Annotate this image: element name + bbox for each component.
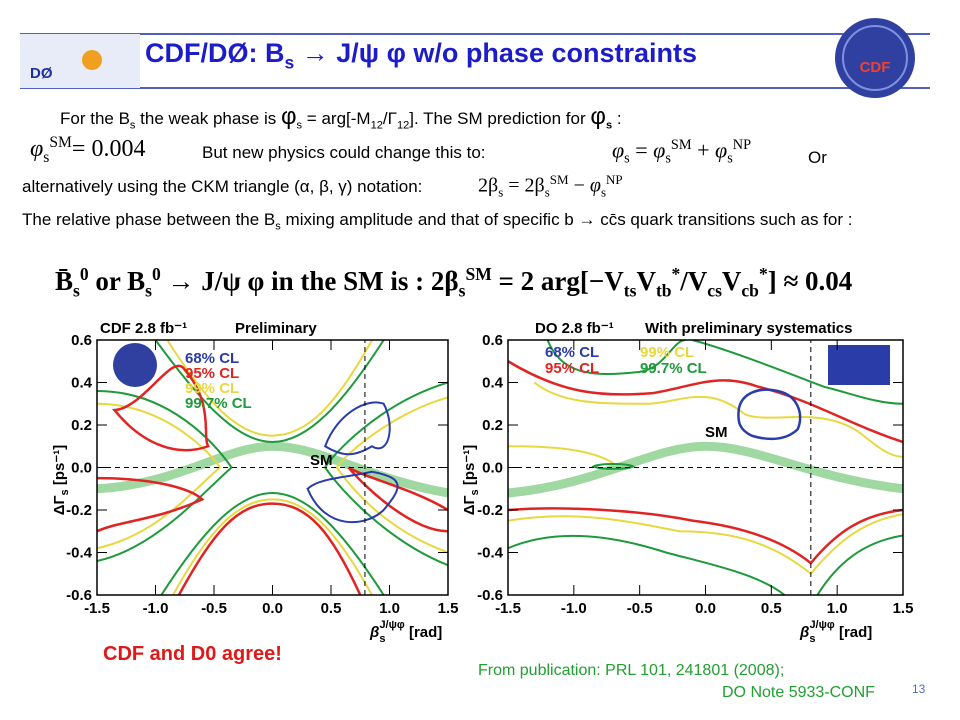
- source: From publication: PRL 101, 241801 (2008)…: [478, 662, 785, 679]
- x-tick-label: 1.5: [893, 600, 914, 617]
- x-tick-label: 0.0: [695, 600, 716, 617]
- equation: B̄s0 or Bs0 → J/ψ φ in the SM is : 2βsSM…: [55, 264, 853, 301]
- contour-997: [97, 340, 448, 595]
- contours: [97, 340, 448, 595]
- contour-68: [308, 402, 398, 522]
- contour-68: [738, 390, 800, 439]
- x-tick-label: 1.0: [827, 600, 848, 617]
- y-tick-label: 0.6: [71, 332, 92, 349]
- x-tick-label: -1.0: [143, 600, 169, 617]
- x-tick-label: -1.5: [84, 600, 110, 617]
- sm-band: [508, 446, 903, 493]
- callout: CDF and D0 agree!: [103, 643, 282, 665]
- plot: SM DO 2.8 fb⁻¹ With preliminary systemat…: [461, 320, 914, 645]
- plot-title: DO 2.8 fb⁻¹: [535, 320, 614, 337]
- legend-entry: 99% CL: [640, 344, 694, 361]
- logo: [828, 345, 890, 385]
- y-tick-label: 0.4: [482, 375, 504, 392]
- text-line: alternatively using the CKM triangle (α,…: [22, 177, 423, 196]
- reference-line: [508, 340, 903, 595]
- y-tick-label: -0.4: [477, 545, 504, 562]
- y-tick-label: -0.4: [66, 545, 93, 562]
- header-art: DØ CDF: [20, 18, 930, 98]
- legend-entry: 99.7% CL: [640, 360, 707, 377]
- contours: [508, 340, 903, 595]
- equation: 2βs = 2βsSM − φsNP: [478, 172, 623, 200]
- plot-subtitle: With preliminary systematics: [645, 320, 852, 337]
- plot: SM CDF 2.8 fb⁻¹ Preliminary ΔΓs [ps⁻¹] β…: [51, 320, 459, 645]
- legend-entry: 99% CL: [185, 380, 239, 397]
- plot-title: CDF 2.8 fb⁻¹: [100, 320, 187, 337]
- y-tick-label: 0.2: [71, 417, 92, 434]
- x-tick-label: 0.0: [262, 600, 283, 617]
- y-tick-label: -0.6: [477, 587, 503, 604]
- y-axis-label: ΔΓs [ps⁻¹]: [461, 445, 481, 516]
- x-tick-label: -0.5: [201, 600, 227, 617]
- contour-99: [97, 340, 448, 595]
- text-line: For the Bs the weak phase is φs = arg[-M…: [60, 103, 622, 132]
- annotation: SM: [310, 452, 333, 469]
- y-tick-label: 0.6: [482, 332, 503, 349]
- legend-entry: 95% CL: [545, 360, 599, 377]
- x-tick-label: 0.5: [321, 600, 342, 617]
- y-tick-label: -0.2: [477, 502, 503, 519]
- svg-text:CDF: CDF: [860, 59, 891, 76]
- reference-line: [97, 340, 448, 595]
- svg-text:DØ: DØ: [30, 65, 53, 82]
- contour-997: [594, 464, 634, 469]
- sm-band: [97, 446, 448, 493]
- x-tick-label: 1.5: [438, 600, 459, 617]
- y-tick-label: 0.2: [482, 417, 503, 434]
- y-tick-label: 0.0: [482, 460, 503, 477]
- title: CDF/DØ: Bs → J/ψ φ w/o phase constraints: [145, 38, 697, 73]
- x-tick-label: -0.5: [627, 600, 653, 617]
- text-line: Or: [808, 148, 827, 167]
- legend-entry: 68% CL: [185, 350, 239, 367]
- page-number: 13: [912, 682, 926, 696]
- y-tick-label: 0.0: [71, 460, 92, 477]
- contour-997: [508, 340, 903, 595]
- x-tick-label: 1.0: [379, 600, 400, 617]
- y-axis-label: ΔΓs [ps⁻¹]: [51, 445, 71, 516]
- contour-95: [97, 366, 448, 595]
- annotation: SM: [705, 424, 728, 441]
- x-axis-label: βsJ/ψφ [rad]: [799, 619, 872, 645]
- contour-95: [508, 361, 903, 563]
- y-tick-label: -0.2: [66, 502, 92, 519]
- y-tick-label: 0.4: [71, 375, 93, 392]
- legend-entry: 68% CL: [545, 344, 599, 361]
- source: DO Note 5933-CONF: [722, 684, 875, 701]
- x-axis-label: βsJ/ψφ [rad]: [369, 619, 442, 645]
- equation: φsSM= 0.004: [30, 134, 146, 166]
- equation: φs = φsSM + φsNP: [612, 137, 752, 167]
- contour-99: [508, 383, 903, 574]
- x-tick-label: 0.5: [761, 600, 782, 617]
- logo: [113, 343, 157, 387]
- legend-entry: 99.7% CL: [185, 395, 252, 412]
- text-line: But new physics could change this to:: [202, 143, 486, 162]
- x-tick-label: -1.5: [495, 600, 521, 617]
- x-tick-label: -1.0: [561, 600, 587, 617]
- plot-subtitle: Preliminary: [235, 320, 317, 337]
- legend-entry: 95% CL: [185, 365, 239, 382]
- paragraph: The relative phase between the Bs mixing…: [22, 210, 853, 233]
- y-tick-label: -0.6: [66, 587, 92, 604]
